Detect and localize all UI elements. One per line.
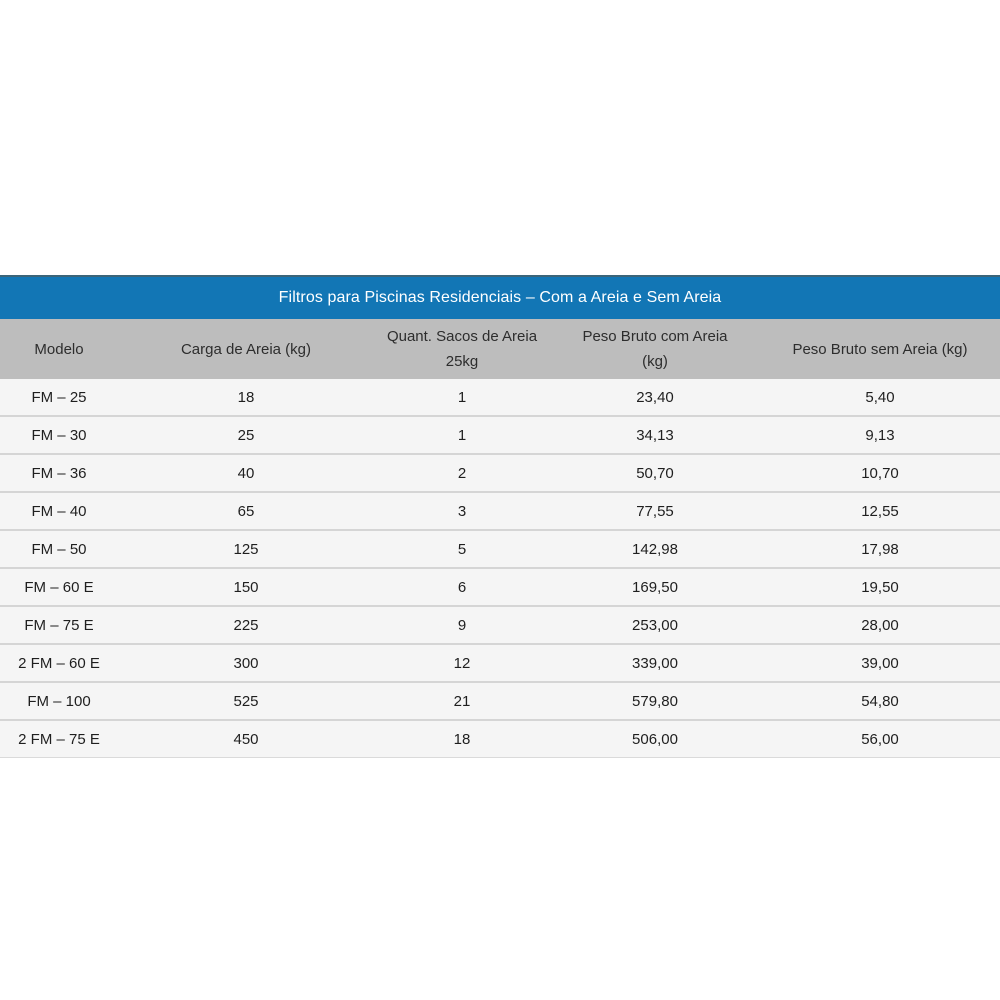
table-cell-modelo: 2 FM – 75 E: [0, 719, 118, 758]
pool-filter-spec-table: Filtros para Piscinas Residenciais – Com…: [0, 275, 1000, 758]
table-cell: 1: [374, 379, 550, 416]
table-cell: 169,50: [550, 567, 760, 606]
table-cell: 10,70: [760, 453, 1000, 492]
table-row: FM – 40 65 3 77,55 12,55: [0, 491, 1000, 530]
table-cell: 300: [118, 643, 374, 682]
table-cell: 39,00: [760, 643, 1000, 682]
table-cell: 25: [118, 415, 374, 454]
table-cell-modelo: FM – 75 E: [0, 605, 118, 644]
table-cell: 21: [374, 681, 550, 720]
table-row: FM – 36 40 2 50,70 10,70: [0, 453, 1000, 492]
table-row: FM – 100 525 21 579,80 54,80: [0, 681, 1000, 720]
table-cell: 525: [118, 681, 374, 720]
table-row: FM – 30 25 1 34,13 9,13: [0, 415, 1000, 454]
table-cell: 28,00: [760, 605, 1000, 644]
table-cell: 5,40: [760, 379, 1000, 416]
table-cell: 579,80: [550, 681, 760, 720]
table-cell: 1: [374, 415, 550, 454]
table-cell-modelo: FM – 36: [0, 453, 118, 492]
table-cell: 56,00: [760, 719, 1000, 758]
table-row: FM – 25 18 1 23,40 5,40: [0, 379, 1000, 416]
table-cell: 17,98: [760, 529, 1000, 568]
table-cell: 125: [118, 529, 374, 568]
table-cell-modelo: FM – 100: [0, 681, 118, 720]
table-cell: 339,00: [550, 643, 760, 682]
table-row: 2 FM – 60 E 300 12 339,00 39,00: [0, 643, 1000, 682]
table-cell-modelo: FM – 60 E: [0, 567, 118, 606]
table-cell: 150: [118, 567, 374, 606]
table-cell: 253,00: [550, 605, 760, 644]
table-cell: 18: [374, 719, 550, 758]
table-row: FM – 60 E 150 6 169,50 19,50: [0, 567, 1000, 606]
table-cell: 54,80: [760, 681, 1000, 720]
column-header-carga-de-areia: Carga de Areia (kg): [118, 319, 374, 379]
table-cell: 23,40: [550, 379, 760, 416]
table-cell: 12,55: [760, 491, 1000, 530]
column-header-modelo: Modelo: [0, 319, 118, 379]
table-cell: 142,98: [550, 529, 760, 568]
table-cell: 506,00: [550, 719, 760, 758]
table-cell: 50,70: [550, 453, 760, 492]
table-cell: 19,50: [760, 567, 1000, 606]
table-cell: 34,13: [550, 415, 760, 454]
table-cell: 77,55: [550, 491, 760, 530]
table-cell: 18: [118, 379, 374, 416]
table-row: 2 FM – 75 E 450 18 506,00 56,00: [0, 719, 1000, 758]
table-cell-modelo: FM – 25: [0, 379, 118, 416]
table-cell: 65: [118, 491, 374, 530]
column-header-peso-bruto-sem-areia: Peso Bruto sem Areia (kg): [760, 319, 1000, 379]
table-cell: 9,13: [760, 415, 1000, 454]
table-title-row: Filtros para Piscinas Residenciais – Com…: [0, 275, 1000, 319]
table-title: Filtros para Piscinas Residenciais – Com…: [0, 275, 1000, 319]
table-cell: 12: [374, 643, 550, 682]
table-cell: 5: [374, 529, 550, 568]
table-cell-modelo: FM – 40: [0, 491, 118, 530]
column-header-peso-bruto-com-areia: Peso Bruto com Areia (kg): [550, 319, 760, 379]
table-cell: 3: [374, 491, 550, 530]
table-cell: 225: [118, 605, 374, 644]
table-row: FM – 75 E 225 9 253,00 28,00: [0, 605, 1000, 644]
table-cell: 2: [374, 453, 550, 492]
table-cell: 9: [374, 605, 550, 644]
table-cell: 450: [118, 719, 374, 758]
table-cell-modelo: 2 FM – 60 E: [0, 643, 118, 682]
column-header-quant-sacos: Quant. Sacos de Areia 25kg: [374, 319, 550, 379]
table-cell-modelo: FM – 30: [0, 415, 118, 454]
table-cell: 40: [118, 453, 374, 492]
table-row: FM – 50 125 5 142,98 17,98: [0, 529, 1000, 568]
table-cell-modelo: FM – 50: [0, 529, 118, 568]
table-header-row: Modelo Carga de Areia (kg) Quant. Sacos …: [0, 319, 1000, 379]
table-cell: 6: [374, 567, 550, 606]
